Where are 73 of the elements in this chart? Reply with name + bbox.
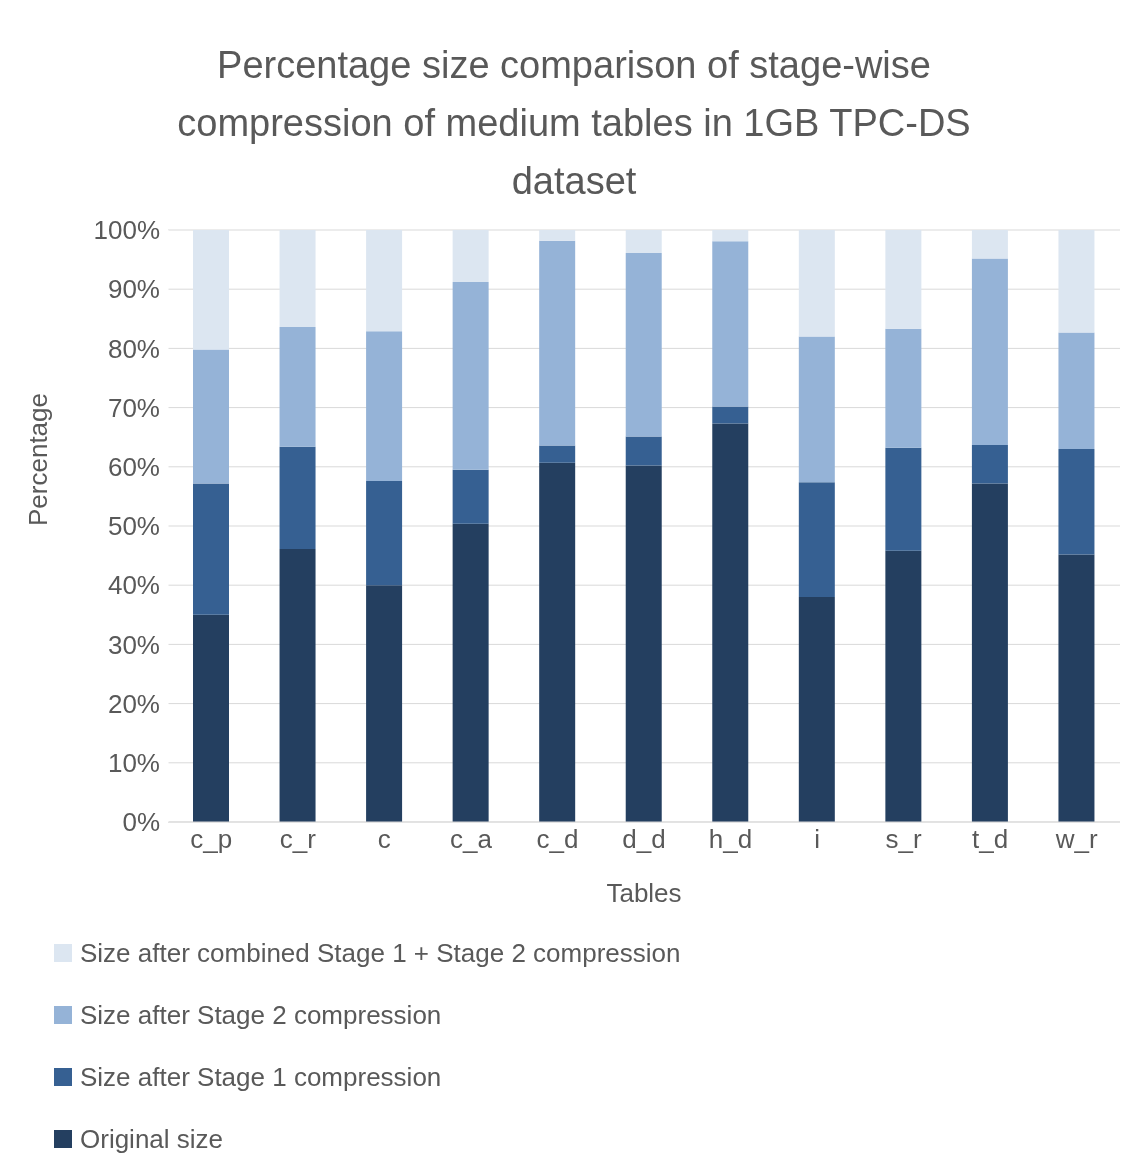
bar: [539, 445, 576, 463]
legend-label: Size after Stage 1 compression: [80, 1061, 442, 1093]
x-tick-label: c_r: [279, 824, 317, 855]
bar: [625, 230, 662, 254]
bar: [1058, 449, 1095, 555]
bar: [539, 240, 576, 446]
chart-title: Percentage size comparison of stage-wise compression of medium tables in 1GB TPC-DS dataset: [176, 43, 972, 204]
x-tick-label: s_r: [885, 824, 923, 855]
bar: [366, 230, 403, 332]
legend-label: Size after Stage 2 compression: [80, 999, 442, 1031]
y-tick-label: 90%: [107, 274, 160, 305]
y-tick-label: 0%: [122, 807, 160, 838]
bar: [366, 585, 403, 822]
bar: [452, 282, 489, 470]
bar: [625, 436, 662, 466]
bar: [539, 230, 576, 241]
x-tick-label: c_d: [536, 824, 579, 855]
bar: [712, 423, 749, 822]
bar: [971, 230, 1008, 259]
y-axis-title: Percentage: [23, 393, 54, 526]
bar: [712, 406, 749, 424]
bar: [193, 614, 229, 822]
x-tick-label: c: [377, 824, 391, 855]
y-tick-label: 10%: [107, 748, 160, 779]
bar: [1058, 554, 1095, 822]
bar: [885, 230, 922, 329]
bar: [712, 230, 749, 242]
x-tick-label: h_d: [708, 824, 753, 855]
bar: [452, 469, 489, 524]
bar: [539, 462, 576, 822]
bar: [625, 465, 662, 822]
legend-label: Original size: [80, 1123, 224, 1155]
bar: [193, 230, 229, 350]
bar: [798, 482, 835, 598]
bar: [1058, 332, 1095, 450]
bar: [885, 447, 922, 551]
legend-label: Size after combined Stage 1 + Stage 2 compression: [80, 937, 681, 969]
x-tick-label: i: [814, 824, 820, 855]
y-tick-label: 40%: [107, 570, 160, 601]
bar: [452, 523, 489, 822]
bar: [279, 230, 316, 328]
y-tick-label: 100%: [93, 215, 160, 246]
y-tick-label: 70%: [107, 392, 160, 423]
bar: [712, 241, 749, 407]
x-axis-title: Tables: [606, 878, 682, 908]
bar: [885, 328, 922, 448]
bar: [798, 230, 835, 337]
bar: [279, 446, 316, 550]
bar: [971, 483, 1008, 822]
bar: [971, 444, 1008, 484]
bar: [452, 230, 489, 283]
x-tick-label: c_a: [449, 824, 493, 855]
bar: [366, 481, 403, 586]
bar: [625, 253, 662, 437]
y-tick-label: 50%: [107, 511, 160, 542]
y-tick-label: 20%: [107, 688, 160, 719]
bar: [798, 336, 835, 483]
bar: [885, 550, 922, 822]
y-tick-label: 60%: [107, 452, 160, 483]
y-tick-label: 30%: [107, 629, 160, 660]
bar: [971, 258, 1008, 445]
x-tick-label: w_r: [1054, 824, 1099, 855]
bar: [1058, 230, 1095, 333]
bar: [279, 327, 316, 447]
y-tick-label: 80%: [107, 333, 160, 364]
bar: [366, 331, 403, 482]
x-tick-label: c_p: [190, 824, 233, 855]
x-tick-label: t_d: [972, 824, 1009, 855]
bar: [279, 549, 316, 822]
bar: [193, 483, 229, 615]
x-tick-label: d_d: [622, 824, 666, 855]
bar: [798, 597, 835, 822]
bar: [193, 349, 229, 484]
